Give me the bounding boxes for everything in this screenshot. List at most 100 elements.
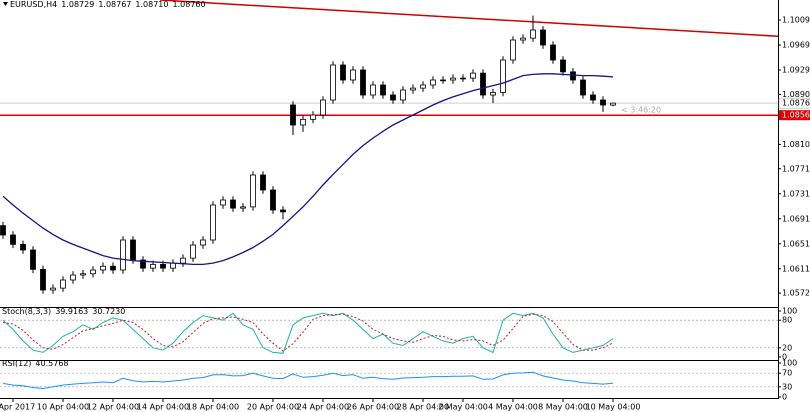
title-value: 39.9163 bbox=[55, 307, 88, 316]
candle-body bbox=[40, 268, 46, 291]
title-value: 1.08760 bbox=[173, 0, 206, 9]
y-tick-label: 1.05720 bbox=[782, 289, 810, 298]
candle-body bbox=[260, 174, 266, 191]
candle-body bbox=[50, 287, 56, 291]
candle-body bbox=[570, 71, 576, 81]
y-tick-label: 1.08100 bbox=[782, 140, 810, 149]
candle-body bbox=[330, 64, 336, 101]
y-tick-label: 70 bbox=[782, 369, 792, 378]
candle-body bbox=[520, 37, 526, 41]
title-name: Stoch(8,3,3) bbox=[2, 307, 51, 316]
candle-body bbox=[410, 87, 416, 91]
y-tick-label: 1.10090 bbox=[782, 16, 810, 25]
candle-body bbox=[580, 79, 586, 96]
current-price-label: 1.08760 bbox=[782, 99, 810, 108]
candle-body bbox=[590, 94, 596, 101]
x-tick-label: 2 May 04:00 bbox=[438, 403, 488, 412]
title-value: 1.08729 bbox=[61, 0, 94, 9]
candle-body bbox=[460, 77, 466, 80]
candle-body bbox=[400, 89, 406, 101]
y-tick-label: 100 bbox=[782, 307, 797, 316]
title-name: EURUSD,H4 bbox=[10, 0, 57, 9]
candle-body bbox=[190, 244, 196, 259]
candle-body bbox=[130, 239, 136, 261]
candle-body bbox=[360, 69, 366, 96]
candle-body bbox=[120, 239, 126, 271]
candle-body bbox=[290, 104, 296, 126]
menu-arrow bbox=[3, 2, 8, 6]
candle-body bbox=[390, 94, 396, 101]
candle-body bbox=[510, 39, 516, 61]
candle-body bbox=[340, 64, 346, 81]
x-tick-label: 24 Apr 04:00 bbox=[297, 403, 349, 412]
x-tick-label: 12 Apr 04:00 bbox=[87, 403, 139, 412]
candle-body bbox=[160, 263, 166, 269]
candle-body bbox=[100, 265, 106, 271]
candle-body bbox=[550, 44, 556, 61]
x-tick-label: 26 Apr 04:00 bbox=[347, 403, 399, 412]
candle-body bbox=[380, 84, 386, 96]
candle-body bbox=[60, 279, 66, 289]
y-tick-label: 1.07710 bbox=[782, 164, 810, 173]
x-tick-label: 10 May 04:00 bbox=[586, 403, 641, 412]
panel-title: RSI(12) 40.5768 bbox=[2, 359, 69, 368]
current-price-tag bbox=[778, 97, 810, 109]
title-value: 1.08710 bbox=[135, 0, 168, 9]
candle-body bbox=[610, 102, 616, 106]
title-value: 40.5768 bbox=[35, 359, 68, 368]
indicator-line bbox=[2, 313, 614, 352]
candle-body bbox=[250, 174, 256, 208]
candle-body bbox=[140, 259, 146, 269]
candle-body bbox=[170, 262, 176, 269]
indicator-line bbox=[2, 312, 614, 354]
y-tick-label: 1.07310 bbox=[782, 189, 810, 198]
candle-body bbox=[270, 189, 276, 211]
candle-body bbox=[180, 257, 186, 264]
candle-body bbox=[600, 99, 606, 106]
candle-body bbox=[10, 234, 16, 245]
x-tick-label: 4 May 04:00 bbox=[488, 403, 538, 412]
x-tick-label: 28 Apr 04:00 bbox=[397, 403, 449, 412]
candle-body bbox=[300, 118, 306, 126]
panel-title: Stoch(8,3,3) 39.9163 30.7230 bbox=[2, 307, 125, 316]
candle-body bbox=[230, 199, 236, 209]
y-tick-label: 1.08900 bbox=[782, 90, 810, 99]
candle-body bbox=[370, 84, 376, 96]
candle-body bbox=[0, 225, 6, 236]
candle-body bbox=[470, 72, 476, 79]
y-tick-label: 30 bbox=[782, 382, 792, 391]
y-tick-label: 0 bbox=[782, 393, 787, 402]
panel-title: EURUSD,H4 1.08729 1.08767 1.08710 1.08760 bbox=[10, 0, 206, 9]
y-tick-label: 1.06510 bbox=[782, 239, 810, 248]
candle-body bbox=[480, 72, 486, 96]
candle-body bbox=[220, 199, 226, 206]
candle-body bbox=[310, 114, 316, 120]
x-tick-label: 6 Apr 2017 bbox=[0, 403, 35, 412]
candle-body bbox=[70, 274, 76, 281]
indicator-line bbox=[2, 371, 614, 390]
candle-body bbox=[430, 79, 436, 86]
y-tick-label: 0 bbox=[782, 353, 787, 362]
y-tick-label: 100 bbox=[782, 359, 797, 368]
candle-body bbox=[350, 69, 356, 81]
trendline bbox=[159, 0, 779, 37]
y-tick-label: 80 bbox=[782, 316, 792, 325]
candle-body bbox=[320, 99, 326, 116]
y-tick-label: 1.06910 bbox=[782, 214, 810, 223]
candle-body bbox=[450, 77, 456, 81]
candle-body bbox=[90, 269, 96, 275]
title-value: 30.7230 bbox=[92, 307, 125, 316]
candle-body bbox=[240, 206, 246, 209]
x-tick-label: 18 Apr 04:00 bbox=[187, 403, 239, 412]
candle-body bbox=[500, 59, 506, 93]
candle-body bbox=[540, 29, 546, 46]
candle-body bbox=[280, 209, 286, 213]
candle-body bbox=[30, 249, 36, 270]
candle-body bbox=[420, 84, 426, 89]
candle-body bbox=[490, 92, 496, 96]
y-tick-label: 1.09690 bbox=[782, 41, 810, 50]
x-tick-label: 14 Apr 04:00 bbox=[137, 403, 189, 412]
candle-body bbox=[440, 79, 446, 82]
